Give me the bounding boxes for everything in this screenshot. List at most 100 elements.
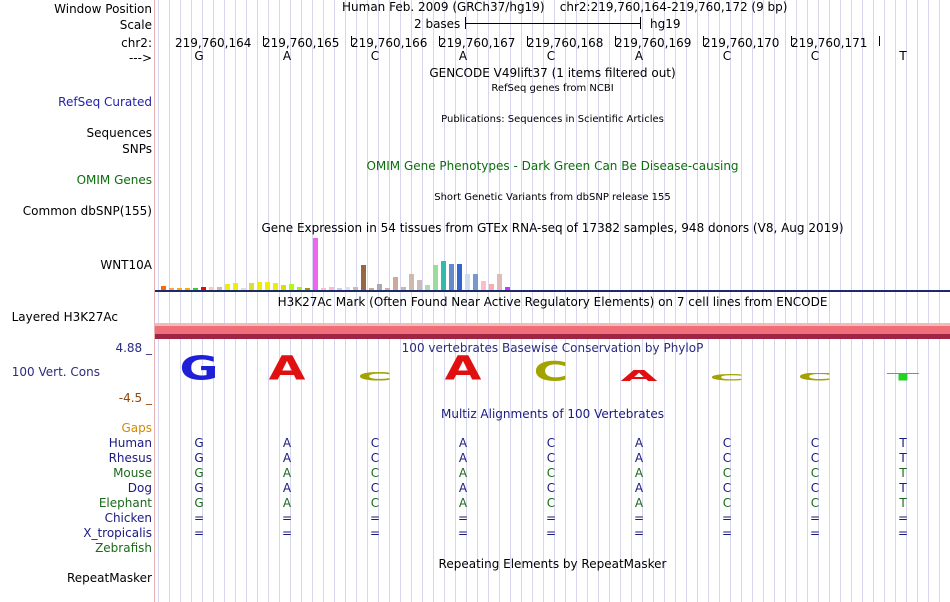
gtex-tissue-bar[interactable] xyxy=(409,274,414,290)
gtex-expression-chart[interactable] xyxy=(155,236,950,290)
refseq-track-title[interactable]: RefSeq genes from NCBI xyxy=(491,83,614,94)
dbsnp-track-label[interactable]: Common dbSNP(155) xyxy=(22,204,152,218)
gtex-tissue-bar[interactable] xyxy=(313,238,318,290)
grid-line xyxy=(620,0,621,602)
gtex-tissue-bar[interactable] xyxy=(337,288,342,290)
ruler-tick xyxy=(879,36,880,46)
h3k27ac-signal-edge xyxy=(155,334,950,339)
cons-track-title[interactable]: 100 vertebrates Basewise Conservation by… xyxy=(401,341,704,355)
multiz-track-title[interactable]: Multiz Alignments of 100 Vertebrates xyxy=(440,407,665,421)
repeatmasker-track-title[interactable]: Repeating Elements by RepeatMasker xyxy=(438,557,667,571)
gtex-tissue-bar[interactable] xyxy=(465,274,470,290)
grid-line xyxy=(356,0,357,602)
gtex-tissue-bar[interactable] xyxy=(345,287,350,290)
gtex-tissue-bar[interactable] xyxy=(377,284,382,290)
h3k27ac-track-title[interactable]: H3K27Ac Mark (Often Found Near Active Re… xyxy=(277,295,828,309)
alignment-base: = xyxy=(721,526,733,540)
alignment-base: A xyxy=(634,496,644,510)
gtex-tissue-bar[interactable] xyxy=(441,261,446,290)
gtex-tissue-bar[interactable] xyxy=(185,288,190,290)
gtex-tissue-bar[interactable] xyxy=(177,288,182,290)
gtex-tissue-bar[interactable] xyxy=(457,264,462,290)
species-label[interactable]: Mouse xyxy=(113,466,152,480)
gtex-tissue-bar[interactable] xyxy=(353,287,358,290)
cons-min-label: -4.5 _ xyxy=(118,391,152,405)
grid-line xyxy=(785,0,786,602)
alignment-base: = xyxy=(457,526,469,540)
gtex-tissue-bar[interactable] xyxy=(265,282,270,290)
gtex-tissue-bar[interactable] xyxy=(497,274,502,290)
gtex-tissue-bar[interactable] xyxy=(481,281,486,290)
gtex-tissue-bar[interactable] xyxy=(281,285,286,290)
species-label[interactable]: Rhesus xyxy=(108,451,152,465)
h3k27ac-track-label[interactable]: Layered H3K27Ac xyxy=(11,310,118,324)
repeatmasker-track-label[interactable]: RepeatMasker xyxy=(66,571,152,585)
track-labels: Window Position Scale chr2: ---> RefSeq … xyxy=(0,0,154,602)
gtex-tissue-bar[interactable] xyxy=(305,288,310,290)
gtex-tissue-bar[interactable] xyxy=(273,283,278,290)
species-label[interactable]: Dog xyxy=(127,481,152,495)
snps-track-label[interactable]: SNPs xyxy=(122,142,152,156)
gtex-tissue-bar[interactable] xyxy=(257,282,262,290)
alignment-base: A xyxy=(634,481,644,495)
alignment-base: = xyxy=(897,526,909,540)
grid-line xyxy=(906,0,907,602)
gtex-tissue-bar[interactable] xyxy=(401,287,406,290)
species-label[interactable]: Elephant xyxy=(98,496,152,510)
ruler-tick xyxy=(615,36,616,46)
sequence-base: C xyxy=(546,49,556,63)
gaps-label: Gaps xyxy=(121,421,152,435)
gtex-tissue-bar[interactable] xyxy=(473,274,478,290)
publications-track-title[interactable]: Publications: Sequences in Scientific Ar… xyxy=(441,114,664,125)
gtex-tissue-bar[interactable] xyxy=(505,287,510,290)
species-label[interactable]: Chicken xyxy=(104,511,152,525)
grid-line xyxy=(598,0,599,602)
gtex-tissue-bar[interactable] xyxy=(193,288,198,290)
gtex-tissue-bar[interactable] xyxy=(385,288,390,290)
gtex-tissue-bar[interactable] xyxy=(417,280,422,290)
gencode-track-title[interactable]: GENCODE V49lift37 (1 items filtered out) xyxy=(429,66,676,80)
omim-track-label[interactable]: OMIM Genes xyxy=(76,173,152,187)
gtex-tissue-bar[interactable] xyxy=(241,288,246,290)
grid-line xyxy=(554,0,555,602)
gtex-tissue-bar[interactable] xyxy=(393,277,398,290)
gtex-tissue-bar[interactable] xyxy=(217,287,222,290)
gtex-tissue-bar[interactable] xyxy=(425,285,430,290)
gtex-tissue-bar[interactable] xyxy=(289,284,294,290)
species-label[interactable]: Human xyxy=(108,436,152,450)
gtex-tissue-bar[interactable] xyxy=(433,265,438,290)
grid-line xyxy=(202,0,203,602)
gtex-tissue-bar[interactable] xyxy=(321,288,326,290)
gtex-tissue-bar[interactable] xyxy=(249,283,254,290)
gtex-tissue-bar[interactable] xyxy=(489,284,494,290)
gtex-tissue-bar[interactable] xyxy=(209,287,214,290)
gtex-tissue-bar[interactable] xyxy=(201,287,206,290)
omim-track-title[interactable]: OMIM Gene Phenotypes - Dark Green Can Be… xyxy=(366,159,739,173)
dbsnp-track-title[interactable]: Short Genetic Variants from dbSNP releas… xyxy=(434,192,671,203)
gtex-tissue-bar[interactable] xyxy=(169,288,174,290)
alignment-base: = xyxy=(897,511,909,525)
refseq-track-label[interactable]: RefSeq Curated xyxy=(58,95,152,109)
track-data-area[interactable]: Human Feb. 2009 (GRCh37/hg19) chr2:219,7… xyxy=(155,0,950,602)
gtex-track-title[interactable]: Gene Expression in 54 tissues from GTEx … xyxy=(261,221,844,235)
species-label[interactable]: Zebrafish xyxy=(95,541,152,555)
alignment-base: = xyxy=(281,511,293,525)
gtex-tissue-bar[interactable] xyxy=(161,286,166,290)
alignment-base: A xyxy=(282,451,292,465)
gtex-tissue-bar[interactable] xyxy=(233,283,238,290)
gtex-tissue-bar[interactable] xyxy=(297,287,302,290)
gtex-tissue-bar[interactable] xyxy=(369,288,374,290)
gtex-tissue-bar[interactable] xyxy=(225,284,230,290)
gtex-tissue-bar[interactable] xyxy=(449,264,454,290)
cons-track-label[interactable]: 100 Vert. Cons xyxy=(11,365,100,379)
strand-arrow-label[interactable]: ---> xyxy=(128,51,152,65)
gtex-gene-label[interactable]: WNT10A xyxy=(100,258,152,272)
alignment-base: T xyxy=(899,436,907,450)
gtex-tissue-bar[interactable] xyxy=(329,287,334,290)
gtex-tissue-bar[interactable] xyxy=(361,265,366,290)
sequences-track-label[interactable]: Sequences xyxy=(86,126,152,140)
ruler-coordinate: 219,760,169 xyxy=(615,36,692,50)
species-label[interactable]: X_tropicalis xyxy=(83,526,152,540)
alignment-base: C xyxy=(370,496,380,510)
